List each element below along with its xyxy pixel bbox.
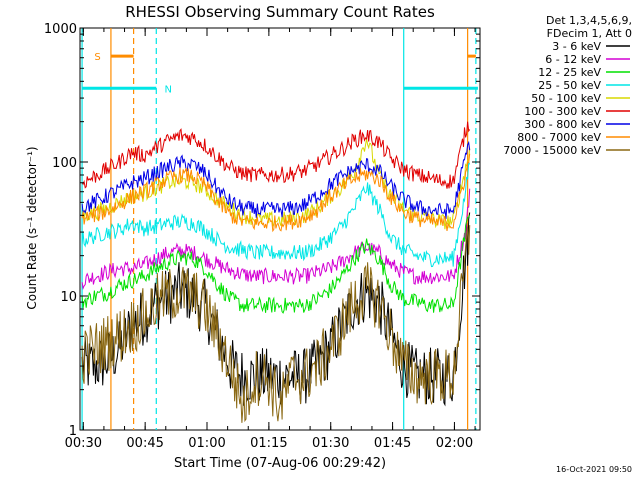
series-line-1 [81, 188, 471, 290]
y-tick-label-1: 10 [60, 290, 77, 305]
legend-label-5: 100 - 300 keV [524, 105, 601, 118]
series-line-6 [81, 140, 471, 219]
legend-label-7: 800 - 7000 keV [517, 131, 601, 144]
legend-label-2: 12 - 25 keV [538, 66, 601, 79]
series-line-7 [81, 153, 471, 233]
series-line-4 [81, 138, 471, 230]
generated-timestamp: 16-Oct-2021 09:50 [556, 465, 632, 474]
legend-label-8: 7000 - 15000 keV [503, 144, 601, 157]
x-tick-label-0: 00:30 [65, 436, 102, 451]
axes: 1 10 100 1000 00:30 00:45 01:00 01:15 01:30 01:45… [44, 22, 480, 451]
y-tick-label-0: 1 [69, 424, 77, 439]
x-tick-label-6: 02:00 [436, 436, 473, 451]
legend-label-1: 6 - 12 keV [545, 53, 601, 66]
series-line-2 [81, 214, 471, 314]
y-tick-label-3: 1000 [44, 22, 77, 37]
y-axis-label: Count Rate (s⁻¹ detector⁻¹) [25, 146, 39, 309]
series-line-5 [81, 121, 471, 189]
chart-title: RHESSI Observing Summary Count Rates [125, 3, 435, 21]
x-tick-label-1: 00:45 [126, 436, 163, 451]
legend-label-4: 50 - 100 keV [531, 92, 601, 105]
series-line-0 [81, 212, 471, 407]
legend: Det 1,3,4,5,6,9,FDecim 1, Att 03 - 6 keV… [503, 14, 632, 157]
legend-label-6: 300 - 800 keV [524, 118, 601, 131]
legend-header-0: Det 1,3,4,5,6,9, [546, 14, 632, 27]
x-tick-label-3: 01:15 [250, 436, 287, 451]
legend-header-1: FDecim 1, Att 0 [547, 27, 632, 40]
x-tick-label-2: 01:00 [188, 436, 225, 451]
x-tick-label-4: 01:30 [312, 436, 349, 451]
legend-label-3: 25 - 50 keV [538, 79, 601, 92]
flag-label-N: N [165, 84, 172, 95]
plot-frame [79, 27, 481, 431]
series-group [81, 121, 471, 423]
y-tick-label-2: 100 [52, 156, 77, 171]
x-tick-label-5: 01:45 [374, 436, 411, 451]
series-line-8 [81, 225, 471, 423]
legend-label-0: 3 - 6 keV [552, 40, 601, 53]
plot-area [79, 27, 481, 431]
flag-label-S: S [94, 52, 100, 63]
x-axis-label: Start Time (07-Aug-06 00:29:42) [174, 456, 386, 471]
series-line-3 [81, 161, 471, 268]
